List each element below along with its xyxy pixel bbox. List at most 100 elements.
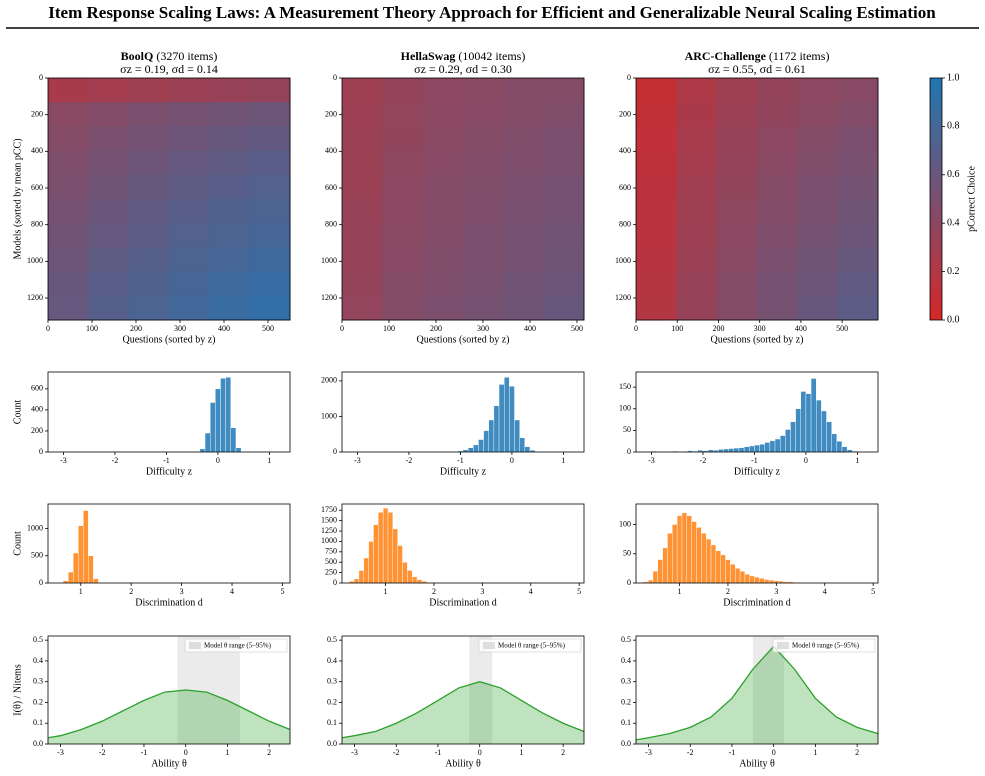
x-tick-label: 3 bbox=[480, 587, 484, 596]
heatmap-cell bbox=[169, 78, 210, 103]
plot-frame bbox=[47, 503, 291, 584]
histogram-bar bbox=[478, 439, 484, 453]
information-area bbox=[636, 646, 878, 744]
heatmap-cell bbox=[88, 126, 130, 152]
y-tick-label: 400 bbox=[31, 405, 43, 414]
heatmap-cell bbox=[209, 150, 251, 176]
heatmap-cell bbox=[797, 150, 839, 176]
heatmap-cell bbox=[837, 150, 879, 176]
histogram-bar bbox=[220, 378, 226, 453]
histogram-bar bbox=[785, 429, 791, 453]
x-tick-label: 5 bbox=[577, 587, 581, 596]
x-tick-label: 3 bbox=[774, 587, 778, 596]
y-tick-label: 1200 bbox=[615, 293, 631, 302]
y-tick-label: 0.0 bbox=[621, 739, 631, 748]
histogram-bar bbox=[235, 447, 242, 453]
heatmap-cell bbox=[716, 247, 758, 273]
y-tick-label: 250 bbox=[325, 567, 337, 576]
legend-label: Model θ range (5–95%) bbox=[204, 642, 272, 650]
histogram-bar bbox=[790, 421, 796, 453]
heatmap-cell bbox=[382, 78, 424, 103]
heatmap-cell bbox=[837, 78, 879, 103]
heatmap-cell bbox=[249, 102, 291, 127]
heatmap-cell bbox=[757, 247, 798, 273]
heatmap-cell bbox=[503, 150, 545, 176]
heatmap-cell bbox=[503, 199, 545, 224]
x-tick-label: 1 bbox=[225, 748, 229, 757]
x-tick-label: 0 bbox=[184, 748, 188, 757]
y-tick-label: 600 bbox=[325, 183, 337, 192]
histogram-bar bbox=[392, 528, 398, 584]
heatmap-cell bbox=[757, 150, 798, 176]
y-tick-label: 500 bbox=[325, 557, 337, 566]
heatmap-cell bbox=[503, 102, 545, 127]
legend-label: Model θ range (5–95%) bbox=[498, 642, 566, 650]
heatmap-cell bbox=[342, 174, 383, 200]
plot-frame bbox=[341, 371, 585, 453]
histogram-bar bbox=[720, 554, 726, 584]
y-tick-label: 0.5 bbox=[327, 635, 337, 644]
histogram-bar bbox=[676, 515, 683, 584]
heatmap-cell bbox=[88, 174, 130, 200]
heatmap-cell bbox=[209, 199, 251, 224]
figure-title: Item Response Scaling Laws: A Measuremen… bbox=[48, 3, 936, 22]
heatmap-cell bbox=[543, 78, 585, 103]
heatmap-cell bbox=[422, 295, 464, 321]
x-tick-label: 1 bbox=[519, 748, 523, 757]
x-tick-label: -1 bbox=[435, 748, 442, 757]
histogram-bar bbox=[759, 444, 765, 453]
histogram-bar bbox=[795, 408, 801, 453]
histogram-bar bbox=[816, 399, 822, 453]
histogram-bar bbox=[402, 562, 408, 584]
x-tick-label: -1 bbox=[751, 456, 758, 465]
heatmap-cell bbox=[543, 150, 585, 176]
panel-title-note: (10042 items) bbox=[458, 49, 525, 63]
x-tick-label: 0 bbox=[216, 456, 220, 465]
heatmap-cell bbox=[797, 78, 839, 103]
x-axis-label: Questions (sorted by z) bbox=[710, 334, 803, 345]
heatmap-cell bbox=[128, 223, 170, 248]
y-tick-label: 2000 bbox=[321, 376, 337, 385]
histogram-bar bbox=[749, 575, 755, 584]
histogram-bar bbox=[503, 377, 510, 453]
histogram-bar bbox=[83, 510, 89, 584]
plot-frame bbox=[341, 77, 585, 321]
y-tick-label: 200 bbox=[325, 109, 337, 118]
heatmap-cell bbox=[128, 150, 170, 176]
heatmap-cell bbox=[837, 271, 879, 297]
histogram-bar bbox=[723, 448, 729, 453]
x-axis-label: Difficulty z bbox=[734, 466, 781, 477]
heatmap-cell bbox=[543, 102, 585, 127]
plot-frame bbox=[47, 635, 291, 745]
x-axis-label: Difficulty z bbox=[440, 466, 487, 477]
y-tick-label: 500 bbox=[31, 551, 43, 560]
heatmap-cell bbox=[48, 271, 89, 297]
histogram-bar bbox=[715, 550, 721, 584]
legend-swatch bbox=[777, 642, 789, 649]
heatmap-cell bbox=[169, 150, 210, 176]
x-axis-label: Discrimination d bbox=[429, 597, 497, 608]
x-tick-label: -2 bbox=[406, 456, 413, 465]
histogram-bar bbox=[705, 538, 712, 584]
x-tick-label: 400 bbox=[795, 324, 807, 333]
heatmap-cell bbox=[342, 295, 383, 321]
x-axis-label: Questions (sorted by z) bbox=[416, 334, 509, 345]
histogram-bar bbox=[373, 524, 379, 584]
y-tick-label: 0 bbox=[627, 447, 631, 456]
histogram-bar bbox=[701, 533, 707, 584]
theta-range-band bbox=[752, 636, 785, 744]
x-tick-label: 4 bbox=[230, 587, 234, 596]
y-tick-label: 600 bbox=[31, 183, 43, 192]
heatmap-cell bbox=[503, 271, 545, 297]
plot-frame bbox=[341, 635, 585, 745]
histogram-bar bbox=[841, 446, 848, 453]
histogram-bar bbox=[768, 579, 775, 584]
heatmap-cell bbox=[169, 102, 210, 127]
heatmap-cell bbox=[503, 223, 545, 248]
heatmap-cell bbox=[757, 271, 798, 297]
heatmap-cell bbox=[128, 174, 170, 200]
heatmap-cell bbox=[209, 126, 251, 152]
y-tick-label: 50 bbox=[623, 549, 631, 558]
heatmap-cell bbox=[837, 223, 879, 248]
y-tick-label: 0.0 bbox=[327, 739, 337, 748]
